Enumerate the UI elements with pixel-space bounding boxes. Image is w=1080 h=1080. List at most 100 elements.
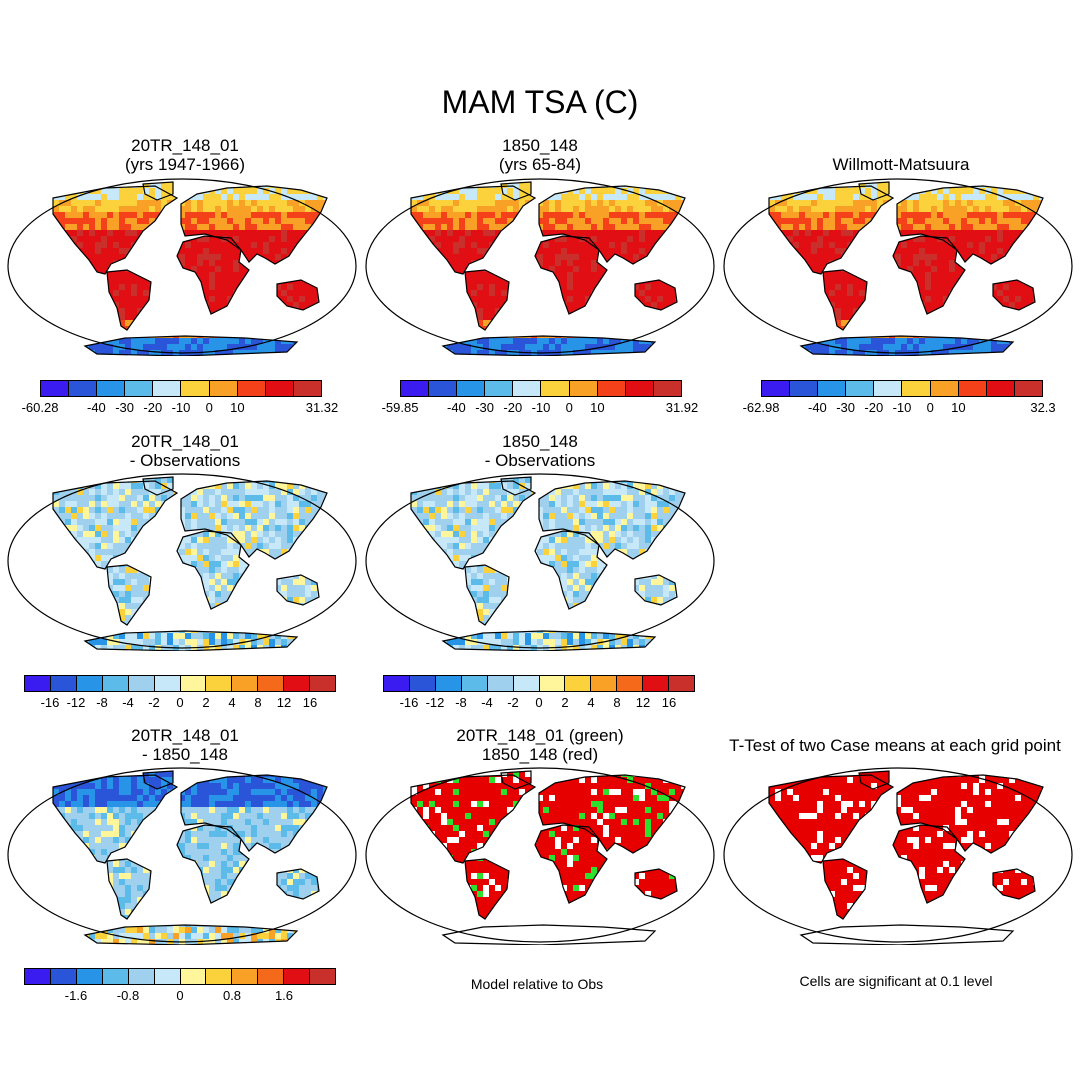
map-obs-abs xyxy=(723,178,1073,356)
colorbar-swatch xyxy=(958,381,987,396)
tick-label: 0 xyxy=(926,400,934,415)
tick-label: 16 xyxy=(302,695,318,710)
map-1850-abs xyxy=(365,178,715,356)
panel-title-line1: 1850_148 xyxy=(502,136,578,155)
colorbar-swatch xyxy=(125,381,154,396)
continent-australia-coastline xyxy=(992,868,1036,900)
panel-title-line1: 20TR_148_01 xyxy=(131,136,239,155)
colorbar-swatch xyxy=(539,676,566,691)
colorbar-20tr-minus-1850: -1.6 -0.8 0 0.8 1.6 xyxy=(24,968,336,1003)
colorbar-swatch xyxy=(569,381,598,396)
continent-eurasia-coastline xyxy=(180,480,328,560)
colorbar-swatch xyxy=(435,676,462,691)
panel-title-line2: - Observations xyxy=(484,451,596,470)
colorbar-swatch xyxy=(128,676,155,691)
tick-label: 0.8 xyxy=(222,988,242,1003)
tick-label: -16 xyxy=(40,695,60,710)
colorbar-20tr-minus-obs: -16 -12 -8 -4 -2 0 2 4 8 12 16 xyxy=(24,675,336,710)
colorbar-swatch xyxy=(76,969,103,984)
tick-label: 10 xyxy=(951,400,966,415)
tick-label: -30 xyxy=(475,400,494,415)
colorbar-swatch xyxy=(153,381,182,396)
continent-north-america-coastline xyxy=(52,774,179,864)
continent-eurasia-coastline xyxy=(538,480,686,560)
continent-australia-coastline xyxy=(276,279,320,311)
colorbar-swatch xyxy=(310,969,336,984)
map-ttest xyxy=(723,767,1073,945)
colorbar-swatch xyxy=(401,381,430,396)
colorbar-swatch xyxy=(69,381,98,396)
colorbar-swatch xyxy=(180,676,207,691)
colorbar-swatch xyxy=(874,381,903,396)
tick-label: 16 xyxy=(661,695,677,710)
continent-africa-coastline xyxy=(534,824,608,904)
continent-australia-coastline xyxy=(276,868,320,900)
colorbar-swatch xyxy=(597,381,626,396)
colorbar-swatch xyxy=(284,676,311,691)
continent-australia-coastline xyxy=(634,868,678,900)
continent-south-america-coastline xyxy=(106,858,152,920)
panel-title-ttest: T-Test of two Case means at each grid po… xyxy=(705,736,1080,755)
tick-label: -62.98 xyxy=(742,400,780,415)
tick-label: 2 xyxy=(561,695,569,710)
continent-north-america-coastline xyxy=(768,185,895,275)
panel-title-line2: (yrs 1947-1966) xyxy=(124,155,245,174)
colorbar-swatch xyxy=(617,676,644,691)
colorbar-swatch xyxy=(643,676,670,691)
note-significance-level: Cells are significant at 0.1 level xyxy=(799,973,993,989)
colorbar-swatch xyxy=(181,381,210,396)
map-20tr-abs xyxy=(7,178,357,356)
tick-label: -4 xyxy=(122,695,134,710)
colorbar-swatch xyxy=(565,676,592,691)
colorbar-swatch xyxy=(409,676,436,691)
colorbar-swatch xyxy=(669,676,695,691)
continent-greenland-coastline xyxy=(500,476,532,496)
continent-north-america-coastline xyxy=(410,774,537,864)
colorbar-1850-abs: -59.85 -40 -30 -20 -10 0 10 31.92 xyxy=(382,380,699,415)
colorbar-swatch xyxy=(384,676,410,691)
tick-label: -8 xyxy=(96,695,108,710)
colorbar-swatch xyxy=(25,676,51,691)
tick-label: -1.6 xyxy=(64,988,88,1003)
continent-south-america-coastline xyxy=(822,858,868,920)
tick-label: 1.6 xyxy=(274,988,294,1003)
colorbar-swatch xyxy=(41,381,70,396)
tick-label: -12 xyxy=(66,695,86,710)
colorbar-swatch xyxy=(128,969,155,984)
map-20tr-minus-1850 xyxy=(7,767,357,945)
colorbar-swatch xyxy=(986,381,1015,396)
continent-africa-coastline xyxy=(176,235,250,315)
colorbar-ticks: -60.28 -40 -30 -20 -10 0 10 31.32 xyxy=(22,397,339,415)
tick-label: 32.3 xyxy=(1030,400,1056,415)
colorbar-swatch xyxy=(461,676,488,691)
continent-australia-coastline xyxy=(634,574,678,606)
tick-label: -40 xyxy=(86,400,106,415)
colorbar-swatch xyxy=(541,381,570,396)
note-model-relative-to-obs: Model relative to Obs xyxy=(470,976,604,992)
colorbar-swatch xyxy=(258,969,285,984)
continent-eurasia-coastline xyxy=(538,185,686,265)
tick-label: 0 xyxy=(565,400,573,415)
tick-label: 10 xyxy=(590,400,605,415)
panel-title-obs: Willmott-Matsuura xyxy=(721,155,1080,174)
panel-title-line2: - 1850_148 xyxy=(141,745,229,764)
tick-label: 8 xyxy=(254,695,262,710)
colorbar-20tr-abs: -60.28 -40 -30 -20 -10 0 10 31.32 xyxy=(22,380,339,415)
colorbar-swatch xyxy=(102,969,129,984)
colorbar-swatch xyxy=(485,381,514,396)
panel-title-line1: 20TR_148_01 xyxy=(131,432,239,451)
continent-greenland-coastline xyxy=(142,770,174,790)
continent-africa-coastline xyxy=(534,530,608,610)
colorbar-cells xyxy=(400,380,682,397)
colorbar-ticks: -16 -12 -8 -4 -2 0 2 4 8 12 16 xyxy=(24,692,336,710)
continent-eurasia-coastline xyxy=(180,185,328,265)
continent-africa-coastline xyxy=(892,824,966,904)
colorbar-swatch xyxy=(487,676,514,691)
continent-africa-coastline xyxy=(534,235,608,315)
colorbar-ticks: -59.85 -40 -30 -20 -10 0 10 31.92 xyxy=(382,397,699,415)
panel-title-1850-minus-obs: 1850_148 - Observations xyxy=(360,432,720,470)
continent-greenland-coastline xyxy=(500,770,532,790)
continent-north-america-coastline xyxy=(52,480,179,570)
tick-label: -10 xyxy=(171,400,191,415)
tick-label: -60.28 xyxy=(21,400,59,415)
